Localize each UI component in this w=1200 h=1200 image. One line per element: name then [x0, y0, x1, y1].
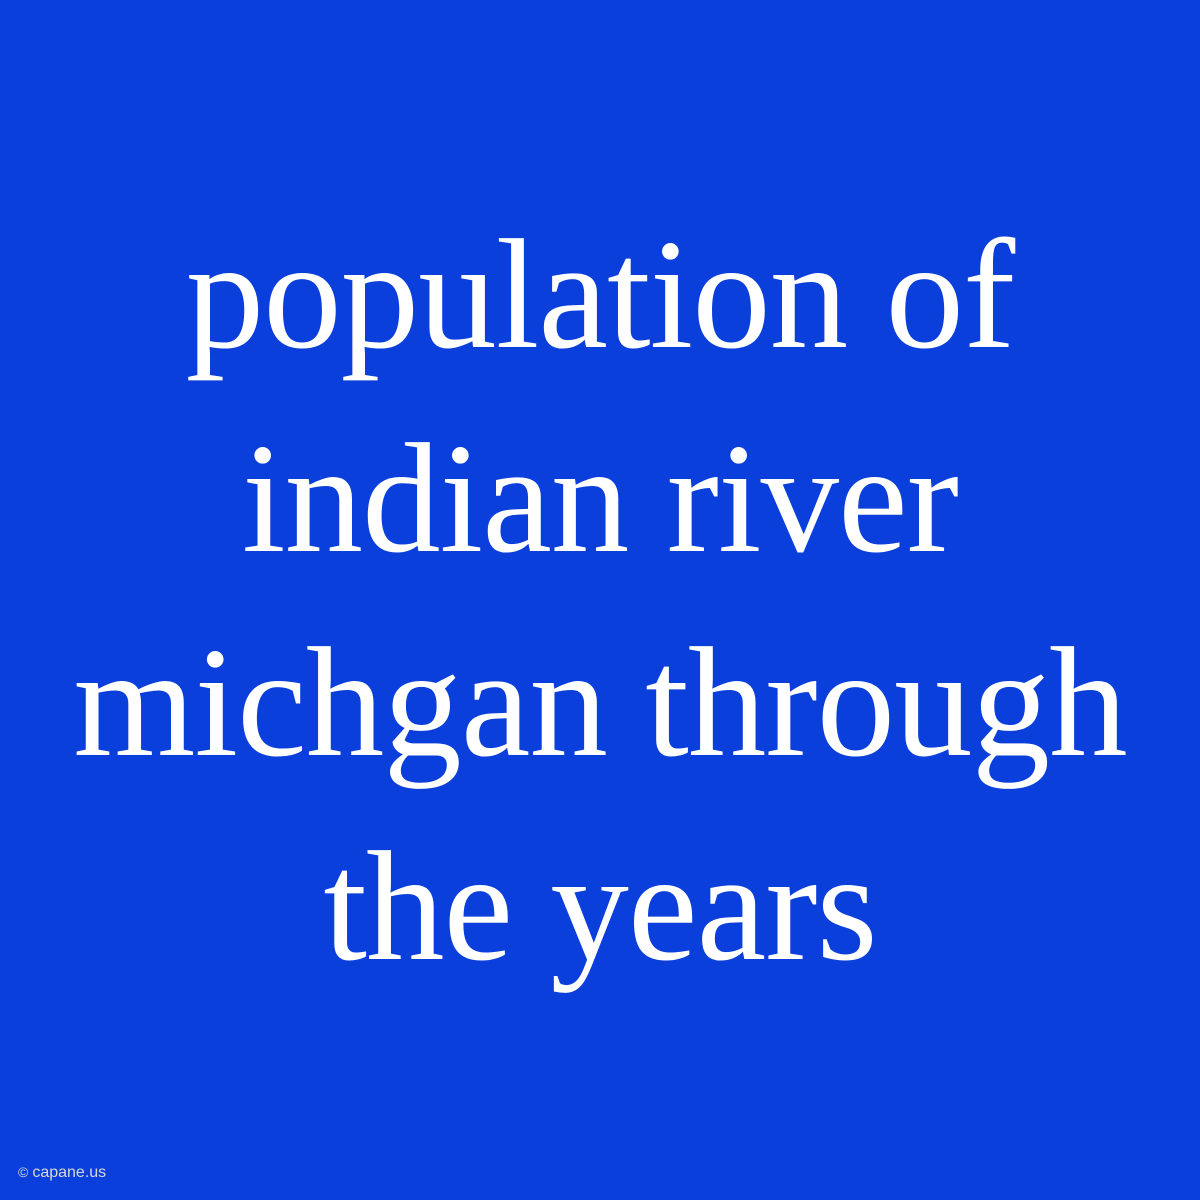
attribution-label: ©capane.us — [18, 1164, 106, 1182]
attribution-site: capane.us — [32, 1164, 106, 1181]
headline-text: population of indian river michgan throu… — [0, 192, 1200, 1008]
copyright-icon: © — [18, 1164, 28, 1180]
